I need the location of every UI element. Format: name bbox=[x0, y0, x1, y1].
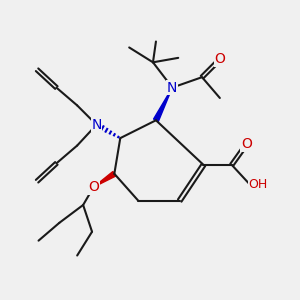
Polygon shape bbox=[94, 172, 116, 187]
Text: O: O bbox=[241, 137, 252, 151]
Text: N: N bbox=[167, 81, 178, 94]
Polygon shape bbox=[154, 88, 172, 122]
Text: N: N bbox=[91, 118, 102, 132]
Text: O: O bbox=[88, 180, 99, 194]
Text: O: O bbox=[214, 52, 225, 66]
Text: OH: OH bbox=[248, 178, 268, 191]
